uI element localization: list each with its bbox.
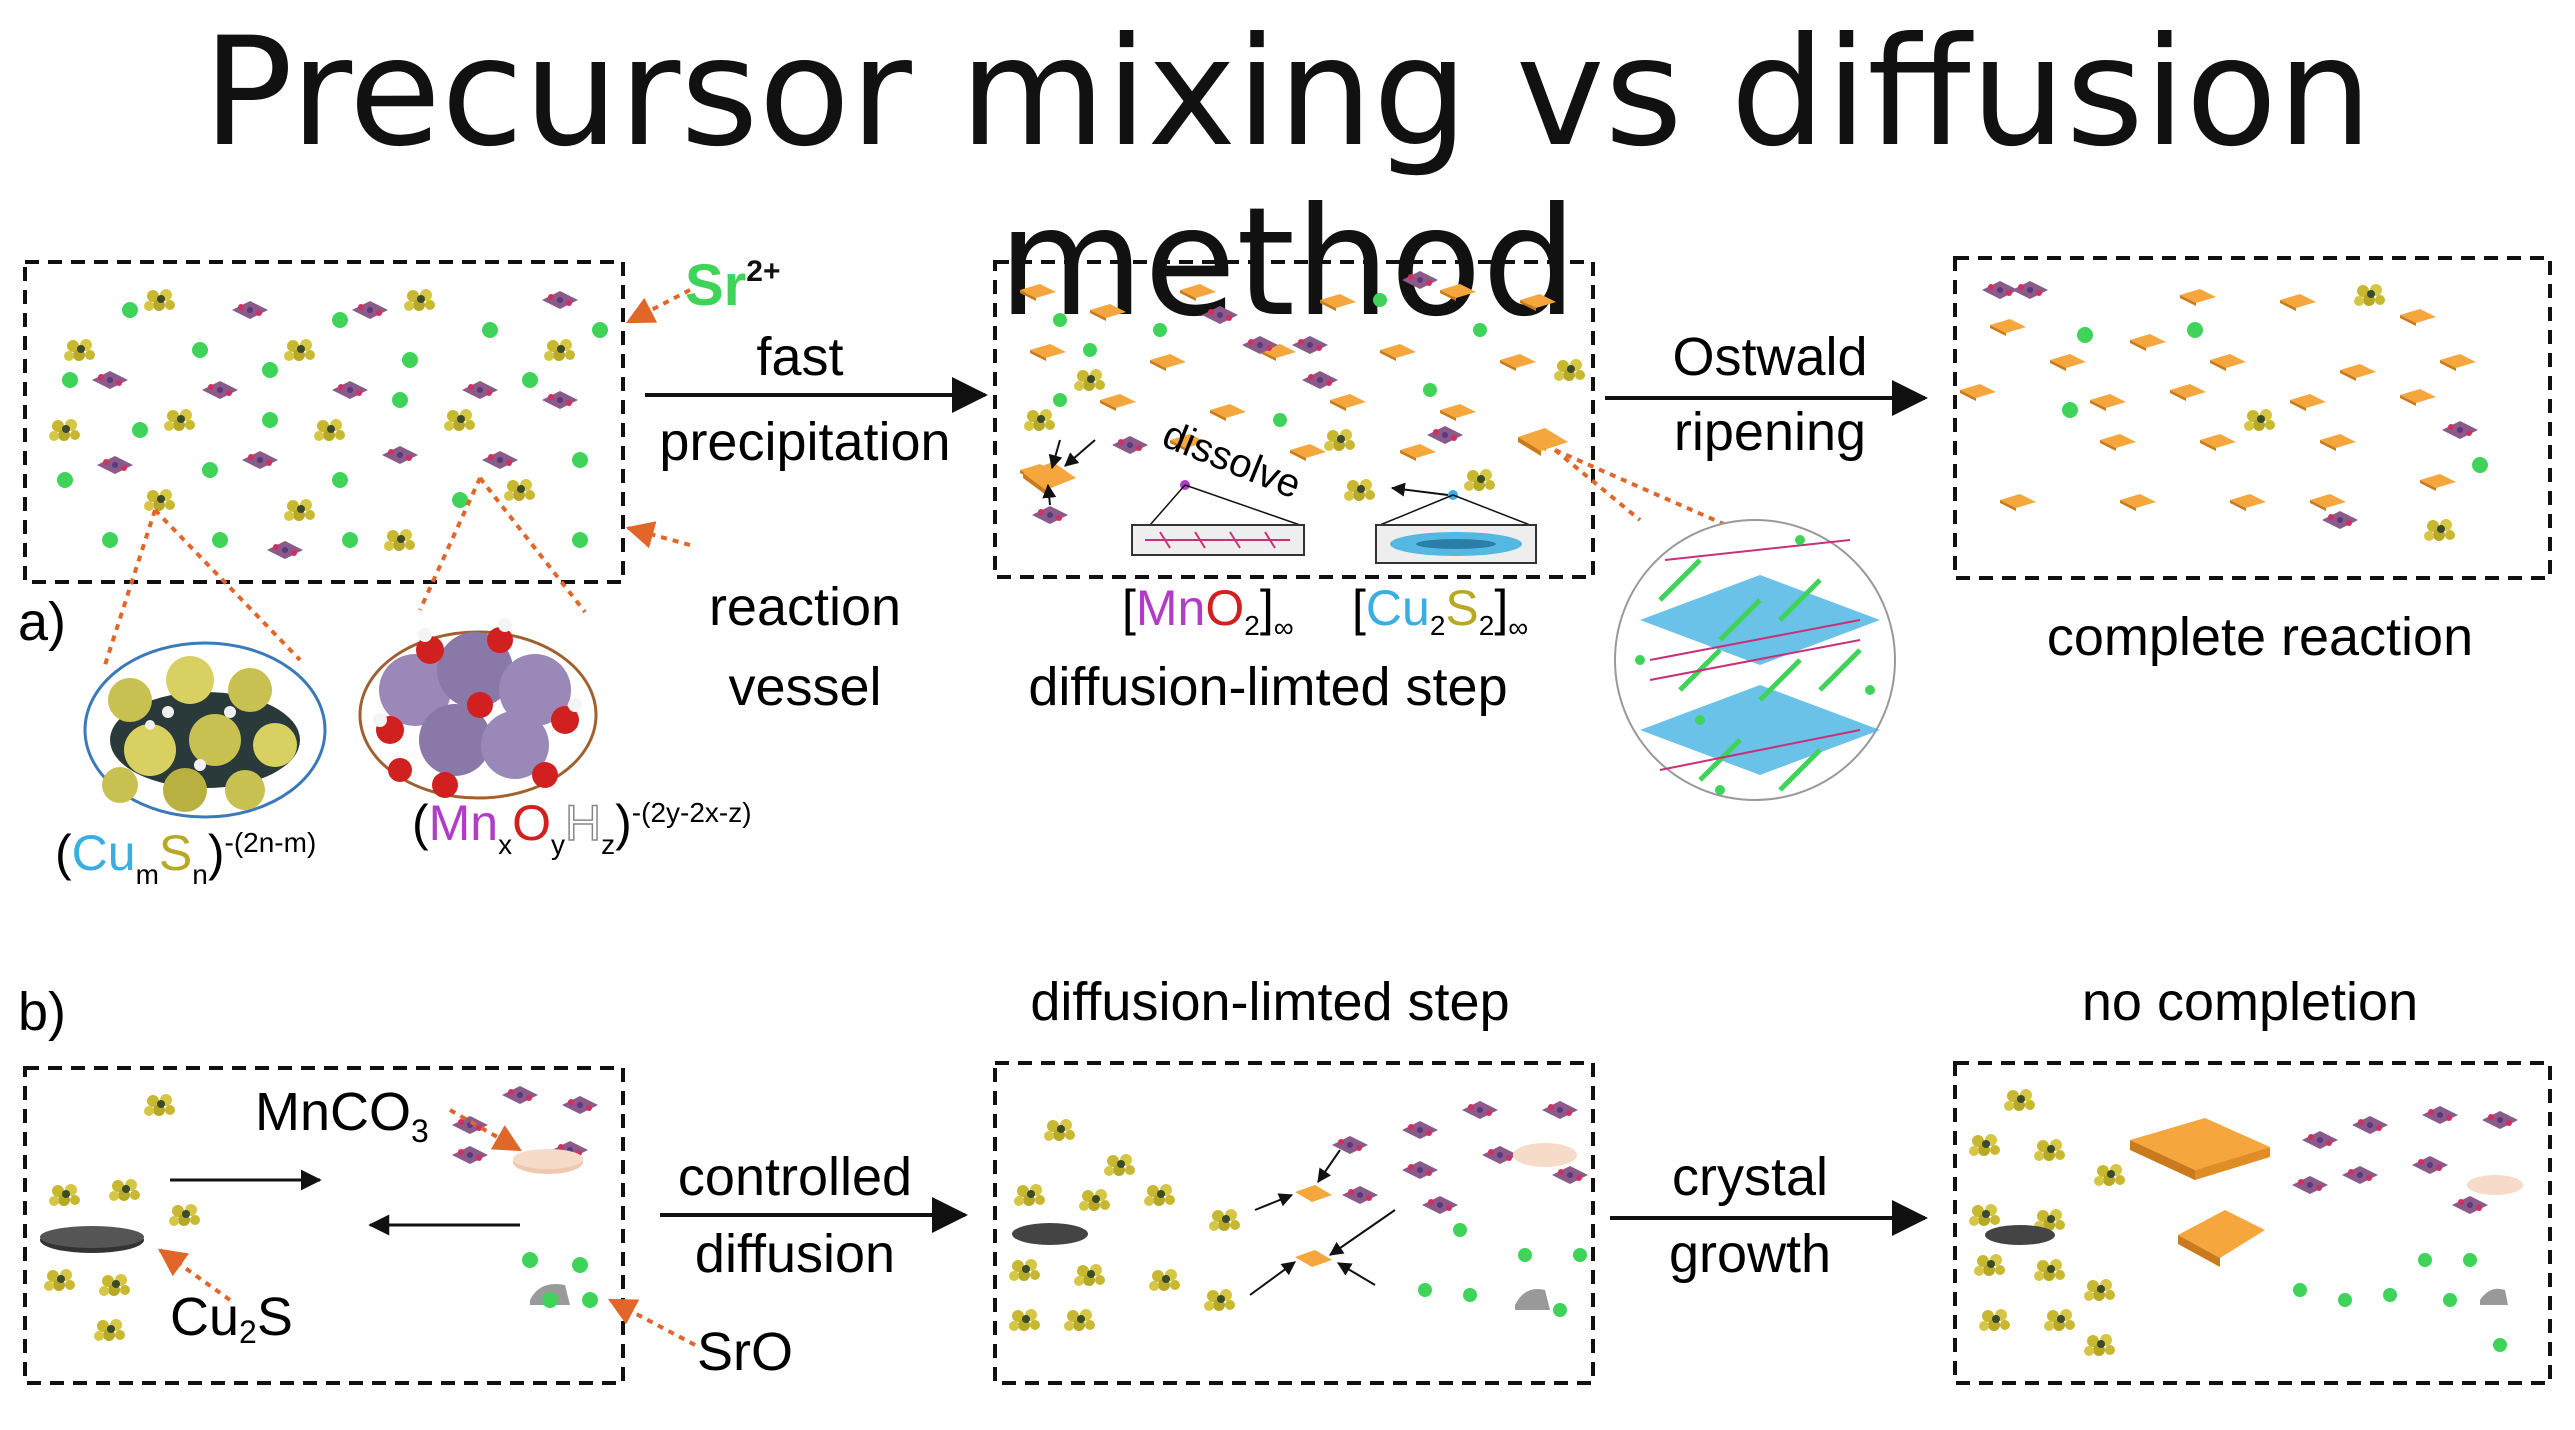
panel-a-letter: a) (18, 592, 66, 652)
precipitated-clusters-a2 (1020, 271, 1585, 564)
vessel-label: vessel (728, 657, 881, 717)
diffusion-label: diffusion (695, 1224, 895, 1284)
ripening-label: ripening (1674, 402, 1866, 462)
fast-label: fast (756, 327, 843, 387)
mnco3-label: MnCO3 (255, 1082, 429, 1149)
sro-label: SrO (697, 1322, 793, 1382)
a-diffusion-step-label: diffusion-limted step (1028, 657, 1507, 717)
cums-formula: (CumSn)-(2n-m) (55, 825, 316, 890)
mno2-formula: [MnO2]∞ (1122, 580, 1294, 643)
dissolve-label: dissolve (1157, 413, 1307, 508)
b-diffusion-step-label: diffusion-limted step (1030, 972, 1509, 1032)
complete-box-a3 (1953, 256, 2552, 580)
layered-structure-inset (1614, 519, 1896, 801)
mnoh-cluster-inset (358, 618, 598, 800)
intermediate-box-b2 (993, 1061, 1595, 1385)
precursor-box-b1 (23, 1066, 625, 1385)
mnoh-formula: (MnxOyHz)-(2y-2x-z) (412, 795, 752, 860)
cu2s2-formula: [Cu2S2]∞ (1352, 580, 1528, 643)
reaction-vessel-box-a1 (23, 260, 625, 584)
panel-b-letter: b) (18, 982, 66, 1042)
diffusing-precursors-b2 (1009, 1101, 1588, 1331)
leader-lines (103, 288, 1841, 1347)
partial-crystals-b3 (1969, 1089, 2523, 1356)
ostwald-label: Ostwald (1672, 327, 1867, 387)
intermediate-box-a2 (993, 260, 1595, 579)
no-completion-label: no completion (2082, 972, 2418, 1032)
final-box-b3 (1953, 1061, 2552, 1385)
mixed-precursors-a1 (49, 289, 608, 559)
reaction-label: reaction (709, 577, 901, 637)
sr-ion-label: Sr2+ (685, 253, 780, 318)
crystal-label: crystal (1672, 1147, 1828, 1207)
cu2s-label: Cu2S (170, 1287, 293, 1350)
controlled-label: controlled (678, 1147, 912, 1207)
cums-cluster-inset (83, 641, 327, 819)
separate-precursors-b1 (40, 1086, 598, 1341)
complete-reaction-label: complete reaction (2047, 607, 2473, 667)
precipitation-label: precipitation (659, 412, 950, 472)
complete-crystals-a3 (1960, 281, 2488, 541)
growth-label: growth (1669, 1224, 1831, 1284)
